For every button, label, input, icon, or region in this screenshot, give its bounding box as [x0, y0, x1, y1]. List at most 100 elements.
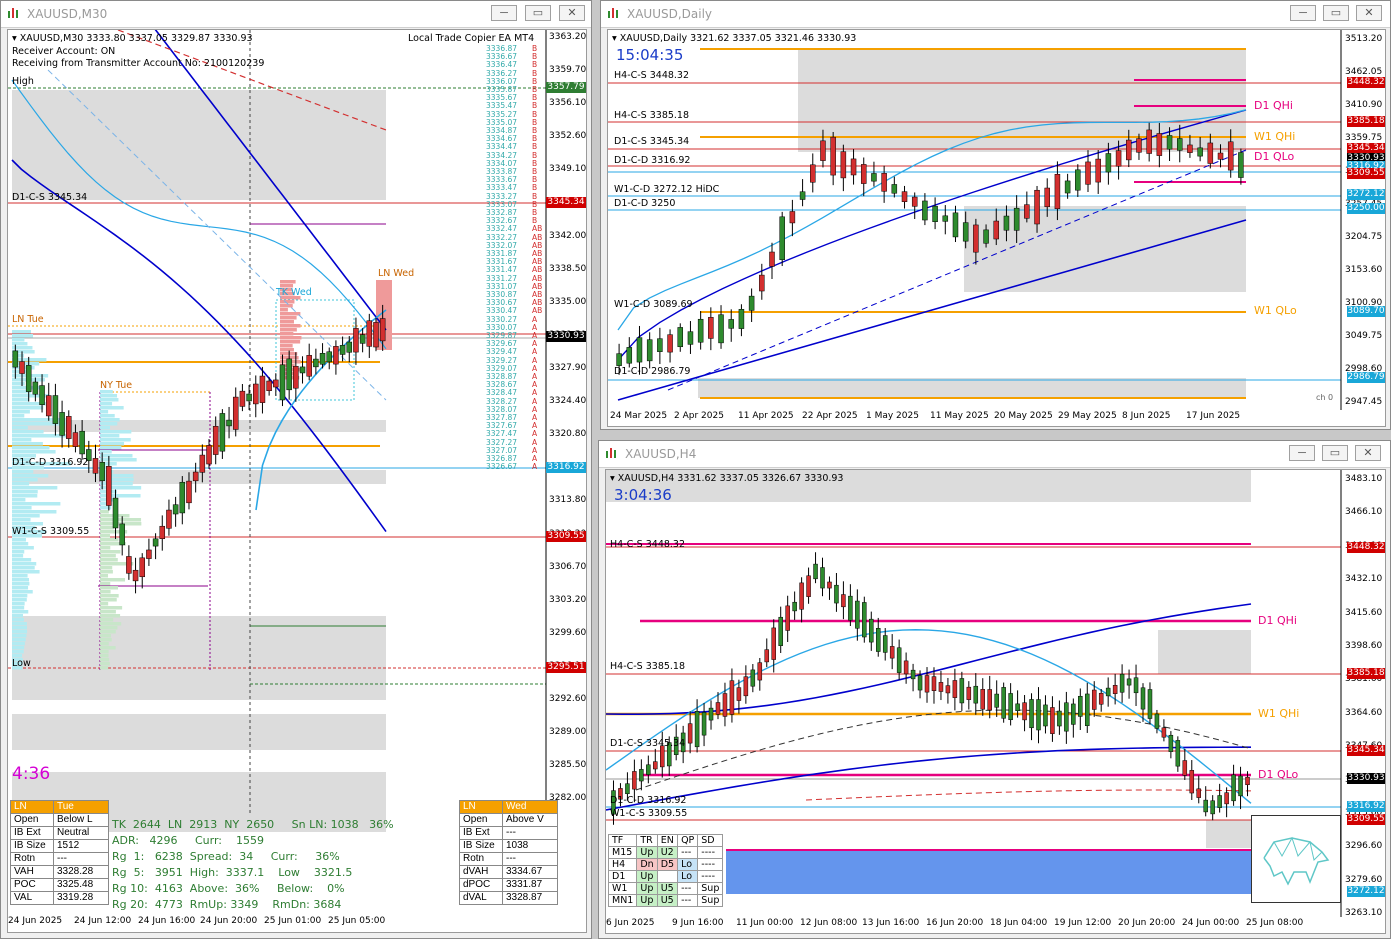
window-title: XAUUSD,Daily	[627, 7, 713, 21]
daily-candle	[1085, 161, 1091, 185]
titlebar-daily[interactable]: XAUUSD,Daily ─ ▭ ✕	[601, 1, 1390, 28]
h4-candle	[1203, 799, 1208, 813]
vp-bar	[12, 546, 34, 550]
level-label: D1-C-S 3345.34	[610, 738, 686, 749]
zone-rect	[1158, 630, 1251, 674]
maximize-button[interactable]: ▭	[1323, 5, 1349, 21]
vp-bar	[12, 590, 33, 594]
level-label: D1-C-D 3316.92	[614, 155, 691, 166]
close-button[interactable]: ✕	[1355, 445, 1381, 461]
h4-candle	[869, 618, 874, 643]
titlebar-h4[interactable]: XAUUSD,H4 ─ ▭ ✕	[599, 441, 1390, 468]
vp-bar	[280, 336, 302, 340]
vp-bar	[100, 486, 142, 490]
copier-flag: AB	[532, 232, 543, 242]
maximize-button[interactable]: ▭	[1322, 445, 1348, 461]
copier-price: 3334.87	[486, 126, 518, 135]
vp-bar	[100, 418, 120, 422]
vp-bar	[100, 606, 123, 610]
vp-bar	[100, 446, 122, 450]
matrix-cell: ---	[677, 882, 699, 895]
copier-flag: B	[532, 191, 538, 201]
vp-bar	[280, 312, 301, 316]
copier-price: 3330.47	[486, 306, 518, 316]
table-cell: 3325.48	[53, 878, 109, 892]
price-tag: 3316.92	[1347, 161, 1385, 172]
x-tick-label: 2 Apr 2025	[674, 411, 724, 421]
maximize-button[interactable]: ▭	[525, 5, 551, 21]
copier-flag: AB	[532, 249, 543, 258]
y-tick-label: 3381.60	[1345, 674, 1383, 685]
bar-timer: 3:04:36	[614, 486, 672, 504]
y-tick-label: 3363.20	[549, 32, 587, 42]
vp-bar	[12, 654, 23, 658]
y-tick-label: 3263.10	[1345, 908, 1383, 919]
copier-flag: A	[532, 331, 538, 340]
table-cell: IB Ext	[459, 826, 503, 840]
vp-bar	[12, 346, 33, 350]
table-cell: Open	[10, 813, 54, 827]
vp-bar	[100, 570, 113, 574]
vp-bar	[12, 522, 44, 526]
daily-candle	[1176, 138, 1183, 151]
level-label: High	[12, 76, 34, 87]
m30-candle	[166, 509, 172, 529]
vp-bar	[12, 606, 25, 610]
daily-candle	[636, 337, 643, 363]
vp-bar	[280, 348, 294, 352]
vp-bar	[12, 442, 43, 446]
zone-label: W1 QLo	[1254, 304, 1297, 317]
vp-bar	[12, 450, 56, 454]
table-cell: VAH	[10, 865, 54, 879]
copier-flag: AB	[532, 306, 543, 316]
m30-candle	[339, 345, 346, 355]
copier-flag: A	[532, 454, 538, 463]
close-button[interactable]: ✕	[559, 5, 585, 21]
daily-candle	[922, 200, 928, 221]
m30-candle	[39, 385, 45, 406]
level-label: H4-C-S 3448.32	[610, 539, 686, 550]
minimize-button[interactable]: ─	[1289, 445, 1315, 461]
ma-red-dash	[117, 30, 387, 131]
m30-candle	[346, 341, 353, 353]
close-button[interactable]: ✕	[1356, 5, 1382, 21]
x-tick-label: 24 Jun 00:00	[1182, 918, 1240, 928]
minimize-button[interactable]: ─	[1290, 5, 1316, 21]
chart-m30[interactable]: 3363.20 3359.70 3356.10 3352.60 3349.10 3345.…	[7, 29, 587, 933]
table-cell: 3328.87	[502, 891, 558, 905]
h4-candle	[973, 685, 979, 704]
chart-daily[interactable]: 3513.203462.053410.903359.753308.603257.…	[607, 29, 1386, 427]
matrix-header: SD	[697, 834, 724, 847]
vp-bar	[280, 340, 301, 344]
h4-candle	[855, 600, 860, 629]
vp-bar	[12, 634, 27, 638]
daily-candle	[616, 353, 622, 366]
level-label: D1-C-D 3316.92	[610, 795, 687, 806]
h4-candle	[952, 680, 958, 698]
x-tick-label: 6 Jun 2025	[606, 918, 655, 928]
y-tick-label: 3289.00	[549, 727, 587, 738]
copier-price: 3329.67	[486, 339, 518, 349]
minimize-button[interactable]: ─	[491, 5, 517, 21]
y-tick-label: 3359.70	[549, 65, 587, 76]
titlebar-m30[interactable]: XAUUSD,M30 ─ ▭ ✕	[1, 1, 591, 28]
vp-bar	[100, 582, 111, 586]
matrix-cell: ---	[677, 846, 699, 859]
zone-rect	[798, 48, 1246, 152]
daily-candle	[687, 331, 694, 345]
bear-facets	[1273, 836, 1323, 861]
daily-candle	[1217, 152, 1224, 160]
vp-bar	[12, 410, 30, 414]
h4-candle	[1043, 704, 1048, 727]
vp-bar	[280, 320, 294, 324]
daily-candle	[840, 151, 847, 179]
bear-icon	[1263, 836, 1330, 886]
ma-red-dash	[805, 789, 1252, 801]
vp-bar	[100, 590, 111, 594]
daily-candle	[952, 212, 959, 238]
chart-h4[interactable]: 3483.103466.103449.103432.103415.603398.…	[605, 469, 1386, 934]
matrix-cell: Up	[636, 846, 658, 859]
h4-candle	[653, 761, 658, 770]
vp-bar	[280, 316, 297, 320]
h4-candle	[666, 742, 672, 767]
